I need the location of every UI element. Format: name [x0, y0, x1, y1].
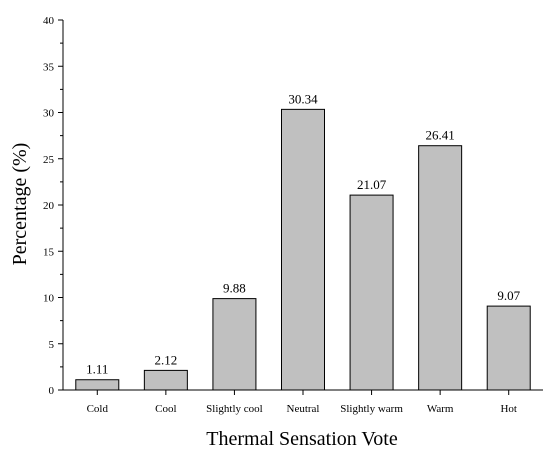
data-label: 9.88 — [223, 281, 246, 296]
data-label: 9.07 — [497, 288, 520, 303]
bar-neutral — [281, 108, 325, 391]
x-tick-label: Hot — [500, 403, 517, 415]
data-label: 1.11 — [86, 362, 108, 377]
bar-slightly-warm — [349, 194, 394, 391]
y-tick-label: 15 — [43, 246, 55, 258]
y-tick-label: 5 — [49, 339, 55, 351]
y-tick-label: 25 — [43, 154, 55, 166]
y-tick-label: 40 — [43, 15, 55, 27]
y-tick-label: 0 — [49, 385, 55, 397]
bar-cool — [143, 369, 188, 391]
y-tick-label: 20 — [43, 200, 55, 212]
data-label: 2.12 — [154, 352, 177, 367]
y-axis-title: Percentage (%) — [9, 143, 31, 266]
y-tick-label: 10 — [43, 293, 55, 305]
data-label: 30.34 — [288, 91, 318, 106]
x-tick-label: Neutral — [287, 403, 320, 415]
data-label: 26.41 — [426, 128, 455, 143]
bars-group — [75, 108, 531, 391]
bar-warm — [418, 145, 463, 391]
y-axis: 0 5 10 15 20 25 30 35 40 — [43, 15, 64, 397]
y-tick-label: 35 — [43, 61, 55, 73]
x-tick-label: Warm — [427, 403, 454, 415]
bar-cold — [75, 379, 120, 391]
y-tick-label: 30 — [43, 108, 55, 120]
x-tick-label: Slightly warm — [340, 403, 403, 415]
x-axis-title: Thermal Sensation Vote — [206, 428, 398, 450]
data-labels-group: 1.11 2.12 9.88 30.34 21.07 26.41 9.07 — [86, 91, 520, 376]
x-tick-label: Cool — [155, 403, 176, 415]
bar-hot — [486, 305, 531, 391]
x-tick-label: Slightly cool — [206, 403, 263, 415]
bar-slightly-cool — [212, 298, 257, 391]
x-tick-label: Cold — [87, 403, 109, 415]
x-axis: Cold Cool Slightly cool Neutral Slightly war… — [63, 389, 543, 415]
data-label: 21.07 — [357, 177, 387, 192]
